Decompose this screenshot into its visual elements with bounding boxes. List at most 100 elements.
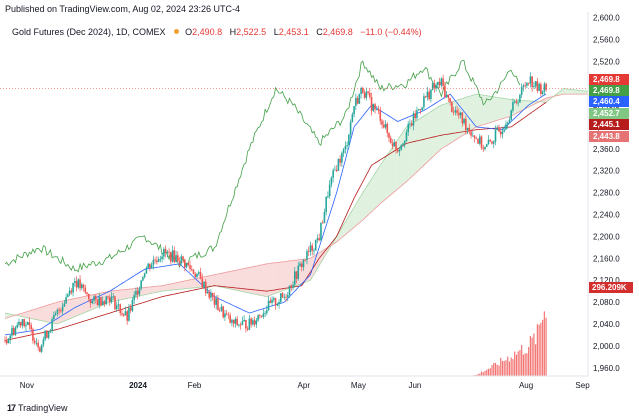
- candle-body: [28, 322, 31, 326]
- cloud-segment: [193, 278, 196, 288]
- cloud-segment: [214, 274, 217, 287]
- candle-body: [149, 263, 151, 269]
- candle-body: [140, 280, 142, 289]
- cloud-segment: [567, 89, 569, 95]
- candle-body: [414, 113, 416, 119]
- candle-body: [281, 293, 284, 298]
- cloud-segment: [432, 109, 435, 158]
- cloud-segment: [144, 287, 147, 295]
- candle-body: [163, 248, 165, 257]
- cloud-segment: [439, 105, 442, 151]
- candle-body: [327, 196, 329, 197]
- candle-body: [339, 158, 341, 163]
- close-key: C: [316, 27, 323, 37]
- cloud-segment: [500, 97, 503, 120]
- candle-body: [309, 245, 312, 252]
- open-value: 2,490.8: [192, 27, 223, 37]
- candle-body: [279, 293, 282, 302]
- close-value: 2,469.8: [322, 27, 353, 37]
- cloud-segment: [273, 262, 276, 295]
- cloud-segment: [181, 281, 184, 290]
- candle-body: [61, 306, 64, 312]
- low-value: 2,453.1: [278, 27, 309, 37]
- candle-body: [386, 123, 389, 134]
- y-tick-label: 2,240.0: [593, 211, 620, 220]
- low-key: L: [273, 27, 279, 37]
- volume-bar: [524, 353, 526, 376]
- cloud-segment: [141, 287, 143, 296]
- cloud-segment: [364, 187, 367, 219]
- candle-body: [372, 104, 375, 111]
- candle-body: [543, 83, 546, 92]
- price-tag-label: 2,469.8: [593, 75, 620, 84]
- cloud-segment: [123, 289, 126, 300]
- x-tick-label: Nov: [20, 381, 34, 390]
- candle-body: [103, 301, 106, 305]
- candle-body: [178, 261, 181, 263]
- candle-body: [40, 344, 43, 352]
- cloud-segment: [41, 306, 44, 322]
- candle-body: [110, 296, 113, 303]
- tradingview-logo-icon: 17: [7, 403, 16, 413]
- candle-body: [363, 92, 366, 98]
- volume-bar: [491, 365, 493, 376]
- cloud-segment: [59, 301, 61, 324]
- cloud-segment: [170, 283, 173, 291]
- candle-body: [204, 281, 207, 294]
- candle-body: [187, 262, 190, 266]
- candle-body: [438, 81, 441, 86]
- candle-body: [377, 109, 380, 111]
- cloud-segment: [188, 279, 191, 289]
- volume-bar: [528, 347, 530, 376]
- candle-body: [526, 82, 528, 86]
- cloud-segment: [221, 272, 224, 288]
- cloud-segment: [216, 274, 218, 287]
- candle-body: [400, 144, 403, 150]
- cloud-segment: [127, 289, 129, 299]
- cloud-segment: [226, 271, 229, 289]
- cloud-segment: [247, 267, 250, 293]
- candle-body: [505, 124, 507, 130]
- x-tick-label: May: [351, 381, 366, 390]
- candle-body: [94, 296, 97, 300]
- cloud-segment: [418, 118, 421, 171]
- candle-body: [445, 94, 448, 97]
- volume-bar: [522, 354, 525, 376]
- cloud-segment: [210, 275, 213, 287]
- volume-bar: [545, 317, 547, 376]
- cloud-segment: [336, 233, 339, 242]
- candle-body: [351, 114, 354, 123]
- candle-body: [341, 153, 343, 163]
- candle-body: [489, 139, 492, 142]
- cloud-segment: [258, 265, 260, 296]
- candle-body: [142, 277, 144, 281]
- candle-body: [218, 310, 221, 312]
- cloud-segment: [130, 288, 133, 298]
- candle-body: [278, 301, 280, 305]
- candle-body: [398, 149, 401, 152]
- candle-body: [276, 304, 279, 306]
- candle-body: [21, 319, 24, 326]
- cloud-segment: [523, 100, 526, 110]
- price-tag: 2,445.1: [589, 119, 629, 130]
- cloud-segment: [284, 261, 287, 291]
- candle-body: [447, 94, 450, 99]
- cloud-segment: [570, 89, 573, 95]
- candle-body: [300, 263, 303, 268]
- price-tag-box: [589, 131, 629, 142]
- candle-body: [356, 97, 359, 104]
- candle-body: [26, 322, 29, 325]
- candle-body: [225, 313, 228, 315]
- candle-body: [7, 339, 10, 344]
- candle-body: [264, 313, 266, 314]
- candle-body: [344, 145, 347, 150]
- x-axis-ticks: Nov 2024 Feb Apr May Jun Aug Sep: [20, 381, 590, 390]
- cloud-segment: [212, 274, 215, 286]
- y-tick-label: 2,600.0: [593, 13, 620, 22]
- cloud-segment: [420, 117, 423, 169]
- candle-body: [382, 124, 385, 128]
- candle-body: [77, 279, 80, 288]
- candle-body: [135, 290, 137, 296]
- candle-body: [328, 184, 331, 197]
